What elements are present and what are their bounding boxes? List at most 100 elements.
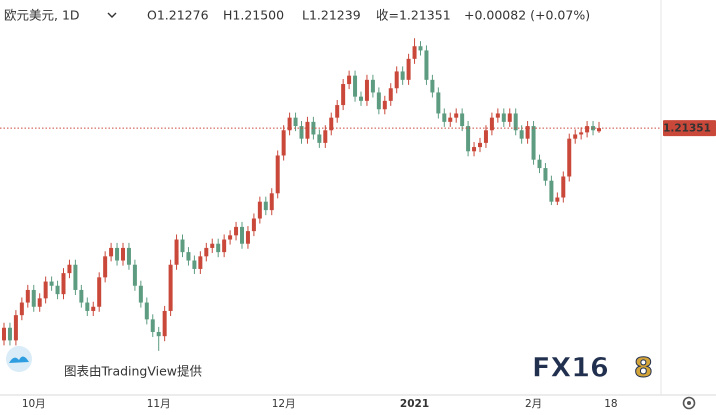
settings-icon[interactable] bbox=[682, 396, 696, 410]
candle-body bbox=[513, 113, 518, 131]
candle-body bbox=[323, 130, 328, 143]
high-label: H1.21500 bbox=[223, 8, 284, 23]
candle-body bbox=[359, 96, 363, 101]
interval-chevron[interactable] bbox=[107, 12, 117, 18]
candle-body bbox=[49, 281, 54, 286]
candle-body bbox=[454, 113, 459, 118]
candle-body bbox=[222, 239, 227, 253]
candle-body bbox=[25, 289, 30, 303]
candle-body bbox=[567, 138, 572, 177]
candle-body bbox=[162, 310, 167, 337]
candle-body bbox=[406, 58, 411, 80]
candle-body bbox=[91, 306, 96, 311]
close-label: 收=1.21351 bbox=[376, 8, 451, 23]
candle-body bbox=[537, 159, 542, 169]
last-price-label: 1.21351 bbox=[663, 123, 711, 135]
candle-body bbox=[210, 243, 215, 248]
candle-body bbox=[549, 180, 554, 202]
candle-body bbox=[442, 113, 447, 122]
candle-body bbox=[555, 197, 560, 202]
candle-body bbox=[31, 289, 36, 307]
candle-body bbox=[412, 46, 417, 59]
candle-body bbox=[561, 176, 566, 198]
x-tick-label: 2月 bbox=[525, 398, 542, 410]
candle-body bbox=[591, 126, 596, 131]
candle-body bbox=[13, 315, 18, 341]
candle-body bbox=[228, 235, 233, 240]
candle-body bbox=[192, 260, 197, 269]
candle-body bbox=[370, 79, 375, 93]
candle-body bbox=[579, 132, 584, 135]
x-tick-label: 2021 bbox=[400, 398, 429, 410]
candle-body bbox=[174, 239, 179, 265]
candle-body bbox=[97, 277, 102, 307]
candle-body bbox=[394, 71, 399, 89]
candle-body bbox=[240, 226, 244, 244]
candle-body bbox=[472, 147, 477, 152]
candle-body bbox=[507, 113, 512, 122]
plot-area bbox=[0, 38, 661, 351]
symbol[interactable]: 欧元美元, 1D bbox=[4, 8, 80, 23]
candle-body bbox=[495, 113, 500, 118]
candle-body bbox=[287, 117, 292, 131]
low-label: L1.21239 bbox=[302, 8, 361, 23]
settings-gear-center bbox=[687, 401, 691, 405]
candle-body bbox=[424, 50, 429, 80]
candle-body bbox=[364, 79, 369, 101]
candle-body bbox=[305, 121, 310, 139]
candle-body bbox=[501, 113, 506, 122]
brand-accent: 8 bbox=[634, 353, 653, 384]
open-label: O1.21276 bbox=[147, 8, 209, 23]
candle-body bbox=[204, 247, 209, 257]
candle-body bbox=[448, 117, 453, 122]
x-tick-label: 18 bbox=[604, 398, 617, 410]
candle-body bbox=[85, 302, 90, 311]
candle-body bbox=[436, 92, 441, 114]
candle-body bbox=[281, 130, 286, 156]
header: 欧元美元, 1D O1.21276 H1.21500 L1.21239 收=1.… bbox=[4, 8, 590, 23]
candle-body bbox=[543, 168, 548, 181]
candle-body bbox=[353, 75, 358, 97]
candle-body bbox=[186, 252, 191, 261]
settings-gear[interactable] bbox=[682, 396, 696, 410]
candle-body bbox=[329, 117, 334, 131]
candle-body bbox=[79, 289, 84, 303]
candle-body bbox=[121, 247, 125, 261]
candle-body bbox=[138, 285, 143, 303]
watermark-icon-cloud bbox=[9, 356, 29, 363]
candle-body bbox=[430, 79, 435, 93]
candle-body bbox=[275, 155, 280, 194]
x-tick-label: 10月 bbox=[22, 398, 46, 410]
candle-body bbox=[263, 201, 268, 211]
candle-body bbox=[2, 327, 6, 341]
candle-body bbox=[61, 273, 66, 295]
candle-body bbox=[216, 243, 221, 253]
candle-body bbox=[198, 256, 203, 269]
candle-body bbox=[317, 134, 322, 143]
candle-body bbox=[19, 302, 24, 316]
candle-body bbox=[466, 126, 471, 152]
candle-body bbox=[376, 92, 381, 110]
candle-body bbox=[257, 201, 262, 219]
candle-body bbox=[382, 100, 387, 110]
brand-logo: FX16 8 bbox=[532, 352, 654, 384]
candle-body bbox=[478, 142, 482, 148]
candle-body bbox=[341, 84, 346, 106]
candle-body bbox=[525, 126, 530, 139]
last-price-tag bbox=[663, 120, 716, 137]
candle-body bbox=[43, 281, 48, 299]
candle-body bbox=[293, 117, 298, 127]
candle-body bbox=[388, 88, 393, 101]
candle-body bbox=[519, 130, 524, 139]
candle-body bbox=[55, 285, 60, 295]
candle-body bbox=[483, 130, 488, 143]
candle-body bbox=[269, 193, 274, 211]
candle-body bbox=[132, 264, 137, 286]
candle-body bbox=[109, 247, 114, 257]
candle-body bbox=[573, 134, 578, 139]
candle-body bbox=[103, 256, 108, 278]
candle-body bbox=[460, 113, 465, 127]
candle-body bbox=[245, 231, 250, 244]
